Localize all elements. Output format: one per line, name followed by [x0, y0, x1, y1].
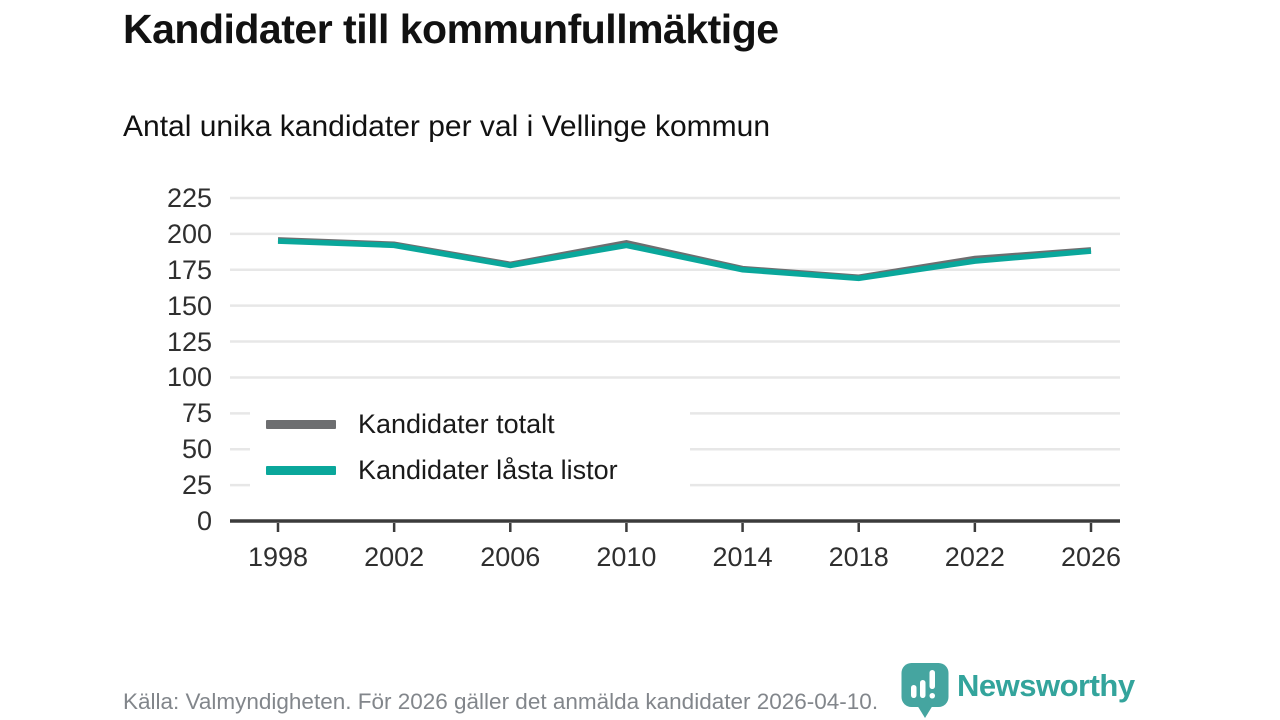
legend-swatch-teal [266, 465, 336, 475]
x-tick-label: 2002 [364, 542, 425, 572]
x-tick-label: 1998 [247, 542, 309, 572]
x-tick-label: 2018 [828, 542, 889, 572]
legend-swatch-gray [266, 419, 336, 429]
legend-label: Kandidater låsta listor [358, 454, 618, 485]
y-tick-label: 225 [166, 183, 212, 213]
legend-item-lasta-listor: Kandidater låsta listor [266, 447, 618, 493]
series-line-1 [277, 238, 1092, 282]
y-tick-label: 100 [166, 362, 212, 393]
source-note: Källa: Valmyndigheten. För 2026 gäller d… [123, 689, 879, 714]
x-tick-label: 2014 [712, 542, 773, 572]
y-tick-label: 125 [166, 326, 212, 357]
newsworthy-pin-icon [901, 663, 949, 718]
y-tick-label: 175 [166, 254, 212, 285]
y-tick-label: 25 [181, 470, 212, 501]
y-tick-label: 75 [181, 398, 212, 429]
y-tick-label: 0 [196, 506, 212, 536]
x-tick-label: 2026 [1060, 542, 1122, 572]
chart-subtitle: Antal unika kandidater per val i Velling… [123, 110, 771, 143]
brand-wordmark: Newsworthy [957, 668, 1135, 703]
x-tick-label: 2022 [944, 542, 1005, 572]
x-tick-label: 2010 [596, 542, 657, 572]
newsworthy-logo: Newsworthy [901, 662, 1135, 718]
legend: Kandidater totalt Kandidater låsta listo… [250, 396, 690, 500]
y-tick-label: 150 [166, 290, 212, 321]
x-tick-label: 2006 [480, 542, 541, 572]
y-tick-label: 200 [166, 218, 212, 249]
chart-title: Kandidater till kommunfullmäktige [123, 6, 779, 52]
y-tick-label: 50 [181, 434, 212, 465]
legend-label: Kandidater totalt [358, 408, 555, 439]
legend-item-totalt: Kandidater totalt [266, 401, 555, 447]
